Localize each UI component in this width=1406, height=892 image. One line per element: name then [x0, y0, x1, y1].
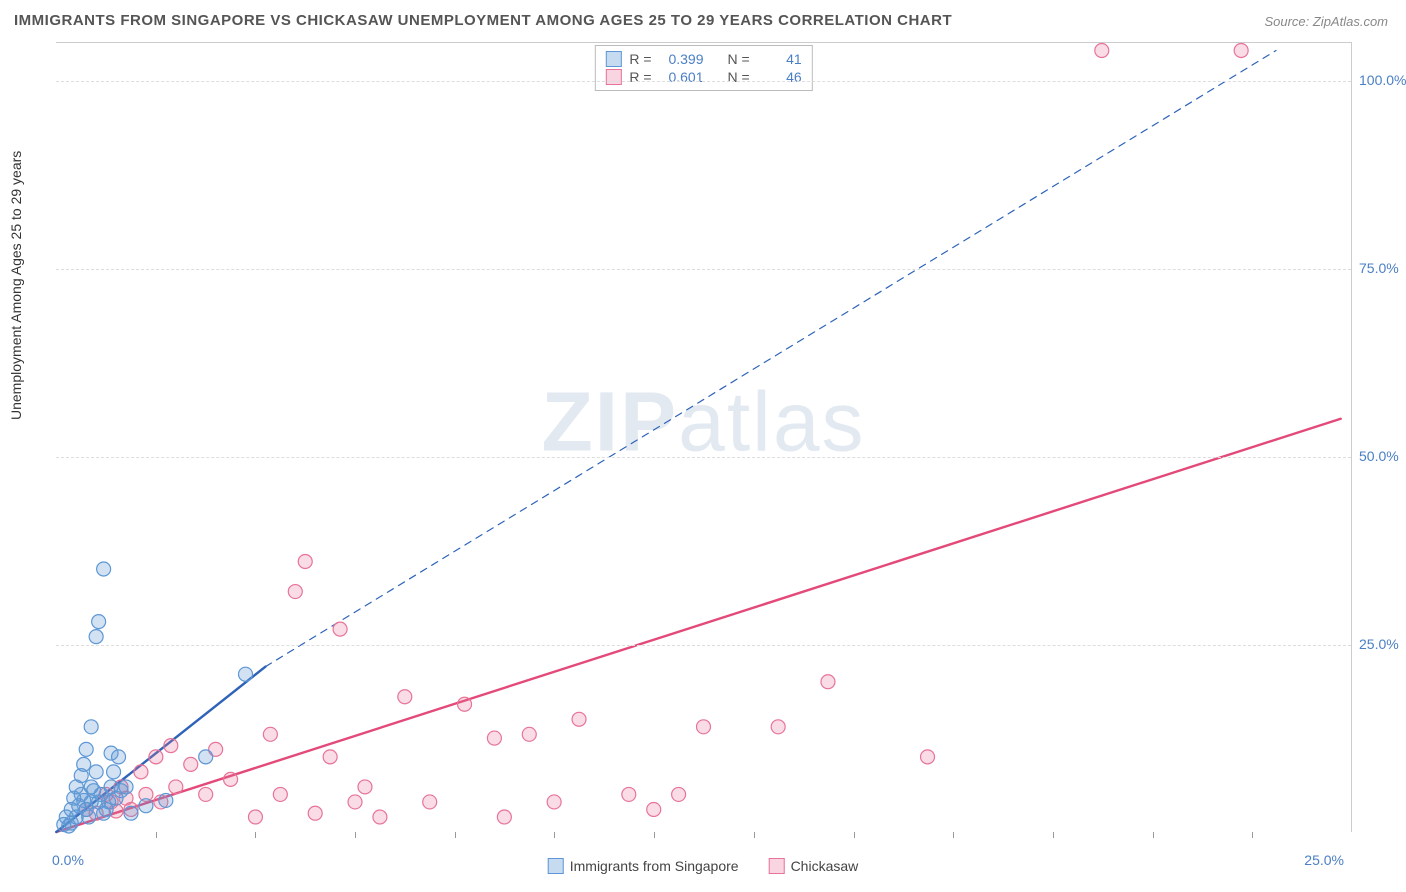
gridline — [56, 81, 1351, 82]
x-minor-tick — [1252, 832, 1253, 838]
r-value-blue: 0.399 — [660, 51, 704, 67]
x-origin-label: 0.0% — [52, 852, 84, 868]
n-value-pink: 46 — [758, 69, 802, 85]
legend-item-pink: Chickasaw — [769, 858, 859, 874]
r-value-pink: 0.601 — [660, 69, 704, 85]
legend-label-pink: Chickasaw — [791, 858, 859, 874]
stats-legend-box: R = 0.399 N = 41 R = 0.601 N = 46 — [594, 45, 812, 91]
n-value-blue: 41 — [758, 51, 802, 67]
x-minor-tick — [654, 832, 655, 838]
x-minor-tick — [255, 832, 256, 838]
y-tick-label: 75.0% — [1359, 260, 1406, 276]
y-tick-label: 50.0% — [1359, 448, 1406, 464]
swatch-pink-icon — [605, 69, 621, 85]
stats-row-pink: R = 0.601 N = 46 — [605, 68, 801, 86]
r-label: R = — [629, 69, 651, 85]
x-minor-tick — [1153, 832, 1154, 838]
legend-item-blue: Immigrants from Singapore — [548, 858, 739, 874]
chart-title: IMMIGRANTS FROM SINGAPORE VS CHICKASAW U… — [14, 12, 952, 29]
chart-svg — [56, 43, 1351, 832]
y-tick-label: 25.0% — [1359, 636, 1406, 652]
x-axis-legend: Immigrants from Singapore Chickasaw — [548, 858, 859, 874]
swatch-pink-icon — [769, 858, 785, 874]
n-label: N = — [728, 69, 750, 85]
x-minor-tick — [156, 832, 157, 838]
x-minor-tick — [953, 832, 954, 838]
swatch-blue-icon — [605, 51, 621, 67]
gridline — [56, 457, 1351, 458]
source-label: Source: ZipAtlas.com — [1264, 14, 1388, 29]
y-axis-label: Unemployment Among Ages 25 to 29 years — [8, 151, 24, 420]
r-label: R = — [629, 51, 651, 67]
gridline — [56, 645, 1351, 646]
x-max-label: 25.0% — [1304, 852, 1344, 868]
x-minor-tick — [1053, 832, 1054, 838]
x-minor-tick — [554, 832, 555, 838]
plot-area: ZIPatlas R = 0.399 N = 41 R = 0.601 N = … — [56, 42, 1352, 832]
stats-row-blue: R = 0.399 N = 41 — [605, 50, 801, 68]
x-minor-tick — [754, 832, 755, 838]
x-minor-tick — [854, 832, 855, 838]
swatch-blue-icon — [548, 858, 564, 874]
x-minor-tick — [455, 832, 456, 838]
gridline — [56, 269, 1351, 270]
n-label: N = — [728, 51, 750, 67]
legend-label-blue: Immigrants from Singapore — [570, 858, 739, 874]
x-minor-tick — [355, 832, 356, 838]
y-tick-label: 100.0% — [1359, 72, 1406, 88]
